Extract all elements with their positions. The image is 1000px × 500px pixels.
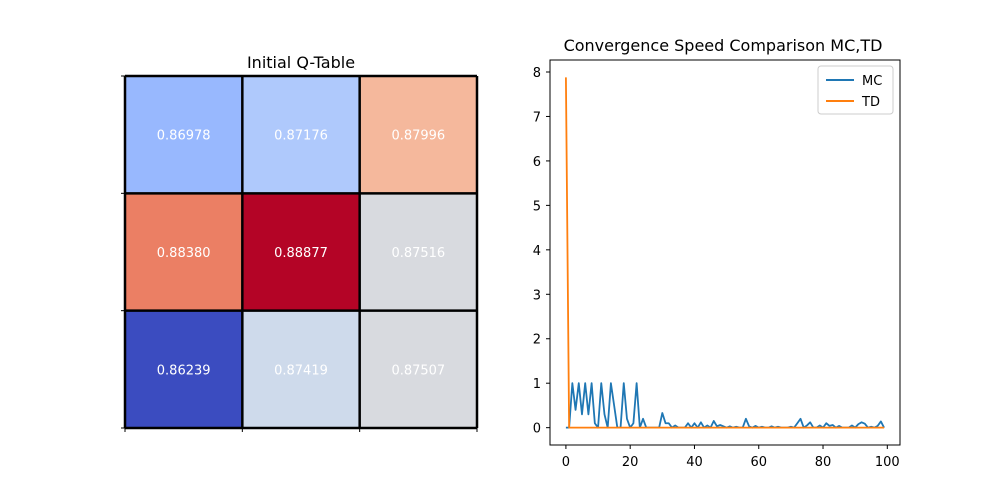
heatmap-panel: Initial Q-Table 0.86978 0.87176 0.879960.8…	[121, 53, 479, 432]
heatmap-cell	[242, 310, 360, 428]
plot-frame	[549, 59, 901, 446]
y-tick-label: 6	[533, 155, 541, 170]
heatmap-cell	[359, 310, 477, 428]
heatmap-cell-label: 0.87516	[391, 246, 445, 261]
y-tick-label: 1	[533, 377, 541, 392]
x-tick-label: 20	[622, 455, 639, 470]
x-tick-label: 60	[750, 455, 767, 470]
heatmap-cell-label: 0.88877	[274, 246, 328, 261]
y-tick-label: 3	[533, 288, 541, 303]
heatmap-cell	[125, 76, 243, 194]
legend: MC TD	[817, 65, 894, 115]
heatmap-cell	[125, 310, 243, 428]
x-tick-label: 100	[875, 455, 900, 470]
heatmap-cell	[359, 193, 477, 311]
series-line-td	[565, 77, 885, 429]
line-chart-title: Convergence Speed Comparison MC,TD	[564, 36, 883, 55]
legend-label-td: TD	[861, 95, 880, 110]
y-tick-label: 2	[533, 333, 541, 348]
heatmap-cells: 0.86978 0.87176 0.87996 0.88380 0.88877 0.875…	[125, 76, 477, 428]
heatmap-cell	[242, 76, 360, 194]
heatmap-cell-label: 0.88380	[157, 246, 211, 261]
legend-label-mc: MC	[862, 74, 882, 89]
y-tick-label: 8	[533, 66, 541, 81]
heatmap-cell-label: 0.86239	[157, 363, 211, 378]
heatmap-cell-label: 0.87996	[391, 129, 445, 144]
line-plot-area: 0 20 40 60 80 100 0 1 2 3 4 5 6 7 8	[533, 59, 901, 470]
y-tick-label: 4	[533, 244, 541, 259]
heatmap-cell-label: 0.87507	[391, 363, 445, 378]
x-tick-label: 0	[562, 455, 570, 470]
line-chart-panel: Convergence Speed Comparison MC,TD 0 20 40…	[533, 36, 901, 470]
x-tick-label: 40	[686, 455, 703, 470]
y-tick-label: 5	[533, 199, 541, 214]
heatmap-cell-label: 0.87419	[274, 363, 328, 378]
x-tick-label: 80	[815, 455, 832, 470]
y-tick-label: 7	[533, 110, 541, 125]
heatmap-cell	[125, 193, 243, 311]
heatmap-cell	[359, 76, 477, 194]
heatmap-cell-label: 0.86978	[157, 129, 211, 144]
heatmap-title: Initial Q-Table	[247, 53, 355, 72]
heatmap-grid	[121, 74, 479, 432]
heatmap-cell-label: 0.87176	[274, 129, 328, 144]
heatmap-cell	[242, 193, 360, 311]
y-tick-label: 0	[533, 422, 541, 437]
